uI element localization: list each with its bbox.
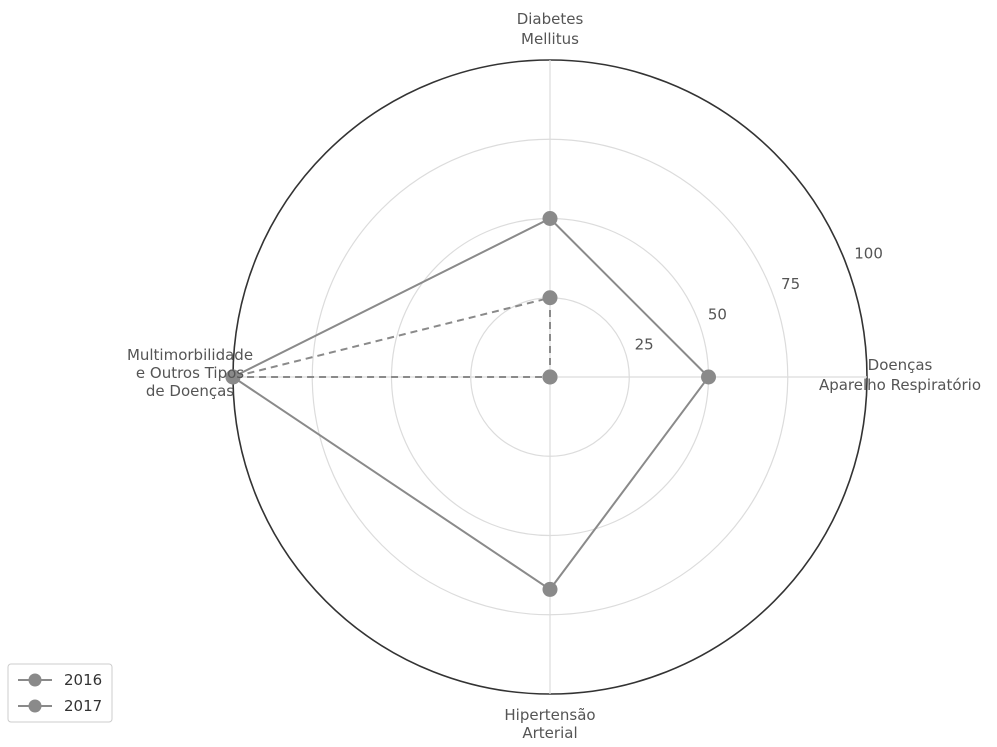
category-label-3: Hipertensão Arterial [504,706,595,742]
legend-entry-2016: 2016 [18,671,102,689]
radial-tick-label-50: 50 [708,305,727,323]
category-label-line: Mellitus [521,30,579,48]
data-point-2017-0 [701,369,716,385]
legend: 2016 2017 [7,663,113,723]
category-label-line: Aparelho Respiratório [819,376,981,394]
category-label-line: Multimorbilidade [127,346,253,364]
data-point-2016-3 [542,369,558,385]
data-point-2016-2 [225,369,241,385]
radial-tick-labels: 25 50 75 100 [635,245,883,354]
radial-tick-label-100: 100 [854,245,883,263]
legend-marker [28,673,42,687]
series-line-2016 [232,296,551,378]
category-label-line: Arterial [522,724,577,742]
category-label-line: e Outros Tipos [136,364,244,382]
category-label-2: Multimorbilidade e Outros Tipos de Doenças [127,346,253,400]
series-2017 [225,211,716,597]
legend-marker [28,699,42,713]
category-labels: Doenças Aparelho Respiratório Diabetes Mell… [127,10,981,742]
data-point-2017-3 [542,581,558,597]
series-2016 [225,290,558,385]
radial-tick-label-25: 25 [635,336,654,354]
category-label-line: de Doenças [146,382,234,400]
series-layer [225,211,716,597]
category-label-line: Doenças [868,356,933,374]
legend-label: 2016 [64,671,102,689]
category-label-line: Diabetes [517,10,584,28]
series-line-2017 [231,217,710,591]
category-label-1: Diabetes Mellitus [517,10,584,48]
category-label-line: Hipertensão [504,706,595,724]
legend-label: 2017 [64,697,102,715]
category-label-0: Doenças Aparelho Respiratório [819,356,981,394]
data-point-2017-1 [542,211,558,226]
data-point-2016-1 [542,290,558,306]
legend-entry-2017: 2017 [18,697,102,715]
radial-tick-label-75: 75 [781,275,800,293]
